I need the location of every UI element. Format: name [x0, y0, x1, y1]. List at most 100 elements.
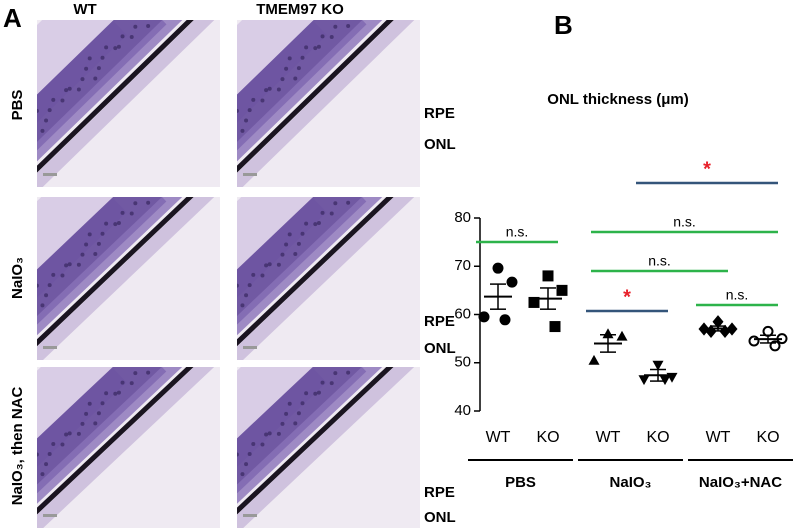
cell — [320, 380, 325, 385]
cell — [247, 283, 252, 288]
cell — [329, 381, 334, 386]
cell — [96, 411, 101, 416]
scale-bar — [243, 346, 257, 349]
cell — [116, 221, 121, 226]
cell — [129, 381, 134, 386]
x-tick-label: WT — [706, 429, 731, 446]
tissue — [228, 191, 415, 360]
cell — [304, 221, 309, 226]
cell — [137, 14, 141, 18]
column-label: WT — [73, 1, 96, 18]
tissue-layer — [237, 197, 383, 336]
cell — [137, 361, 141, 365]
cell — [129, 211, 134, 216]
tissue-layer — [37, 197, 215, 360]
data-point — [549, 321, 561, 333]
cell — [146, 24, 151, 29]
cell — [224, 483, 228, 487]
tissue-layer — [237, 197, 327, 298]
cell — [146, 200, 151, 205]
panel-label: B — [554, 10, 573, 40]
data-point — [712, 315, 724, 329]
scale-bar — [43, 346, 57, 349]
cell — [37, 452, 39, 457]
tissue-layer — [37, 367, 167, 494]
cell — [267, 86, 272, 91]
cell — [93, 76, 98, 81]
data-point — [748, 335, 760, 347]
cell — [84, 242, 89, 247]
cell — [80, 77, 85, 82]
tissue-layer — [37, 197, 167, 325]
cell — [313, 391, 318, 396]
layer-label: RPE — [424, 105, 455, 122]
cell — [64, 88, 69, 93]
comparison-label: * — [623, 286, 631, 308]
cell — [93, 421, 98, 426]
cell — [8, 325, 12, 329]
cell — [31, 463, 35, 467]
layer-label: ONL — [424, 136, 456, 153]
cell — [346, 200, 351, 205]
cell — [260, 442, 265, 447]
cell — [116, 44, 121, 49]
cell — [150, 14, 154, 18]
cell — [100, 401, 105, 406]
cell — [104, 45, 109, 50]
cell — [296, 411, 301, 416]
cell — [47, 452, 52, 457]
cell — [40, 472, 45, 477]
cell — [280, 77, 285, 82]
cell — [96, 241, 101, 246]
data-point — [499, 314, 511, 326]
tissue — [8, 14, 215, 187]
cell — [304, 45, 309, 50]
cell — [240, 303, 245, 308]
cell — [44, 293, 49, 298]
panel-label: A — [3, 3, 22, 33]
cell — [120, 210, 125, 215]
cell — [31, 119, 35, 123]
tissue-layer — [37, 367, 215, 528]
cell — [284, 411, 289, 416]
micrographs — [8, 14, 420, 528]
layer-label: RPE — [424, 484, 455, 501]
cell — [8, 151, 12, 155]
x-tick-label: WT — [596, 429, 621, 446]
cell — [267, 262, 272, 267]
scale-bar — [43, 514, 57, 517]
chart-title: ONL thickness (μm) — [547, 91, 688, 108]
cell — [104, 391, 109, 396]
cell — [350, 191, 354, 195]
data-point — [602, 328, 614, 339]
cell — [260, 98, 265, 103]
cell — [346, 24, 351, 29]
cell — [87, 56, 92, 61]
cell — [133, 371, 138, 376]
y-tick-label: 60 — [454, 305, 471, 322]
cell — [67, 431, 72, 436]
column-label: TMEM97 KO — [256, 1, 344, 18]
cell — [316, 44, 321, 49]
cell — [28, 130, 32, 134]
cell — [329, 35, 334, 40]
cell — [87, 232, 92, 237]
group-label: NaIO₃ — [610, 474, 652, 491]
cell — [329, 211, 334, 216]
layer-label: ONL — [424, 509, 456, 526]
cell — [231, 119, 235, 123]
tissue-layer — [37, 197, 194, 347]
cell — [64, 263, 69, 268]
tissue-layer — [37, 20, 127, 123]
cell — [120, 34, 125, 39]
cell — [11, 315, 15, 319]
row-label: NaIO₃ — [9, 257, 26, 299]
cell — [96, 66, 101, 71]
cell — [350, 14, 354, 18]
tissue-layer — [237, 197, 367, 325]
cell — [237, 452, 239, 457]
tissue-layer — [237, 367, 383, 504]
tissue-layer — [37, 367, 194, 515]
cell — [228, 130, 232, 134]
cell — [228, 304, 232, 308]
